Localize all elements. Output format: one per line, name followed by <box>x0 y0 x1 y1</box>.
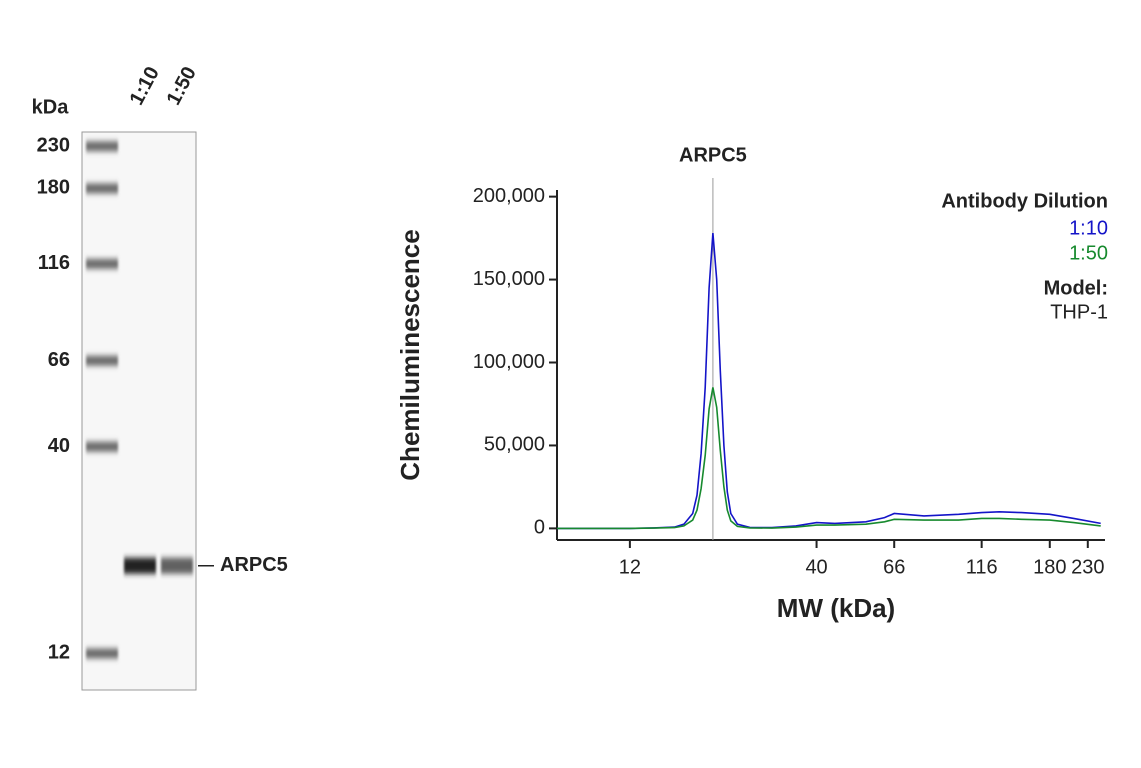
y-axis-label: Chemiluminescence <box>395 229 425 480</box>
x-axis-label: MW (kDa) <box>777 593 895 623</box>
x-tick-label: 40 <box>805 556 827 578</box>
marker-label: 12 <box>48 642 70 664</box>
model-label: Model: <box>1044 277 1108 299</box>
ladder-band <box>86 141 118 152</box>
gel-frame <box>81 131 197 691</box>
y-tick-label: 150,000 <box>473 268 545 290</box>
model: THP-1 <box>1050 301 1108 323</box>
x-tick-label: 66 <box>883 556 905 578</box>
ladder-band <box>86 441 118 452</box>
x-tick-label: 12 <box>619 556 641 578</box>
band <box>161 557 193 574</box>
ladder-band <box>86 355 118 366</box>
x-tick-label: 180 <box>1033 556 1066 578</box>
marker-label: 66 <box>48 349 70 371</box>
x-tick-label: 230 <box>1071 556 1104 578</box>
y-tick-label: 0 <box>534 517 545 539</box>
gel-axis-label: kDa <box>32 96 70 118</box>
y-tick-label: 100,000 <box>473 351 545 373</box>
legend-title: Antibody Dilution <box>941 190 1108 212</box>
marker-label: 40 <box>48 435 70 457</box>
marker-label: 230 <box>37 135 70 157</box>
series-line <box>557 387 1101 530</box>
ladder-band <box>86 648 118 659</box>
legend-entry: 1:10 <box>1069 217 1108 239</box>
marker-label: 116 <box>38 252 70 274</box>
lane-label: 1:50 <box>163 63 201 109</box>
lane-label: 1:10 <box>126 63 164 109</box>
x-tick-label: 116 <box>966 556 998 578</box>
band-label: ARPC5 <box>220 554 288 576</box>
ladder-band <box>86 258 118 269</box>
ladder-band <box>86 183 118 194</box>
y-tick-label: 200,000 <box>473 185 545 207</box>
legend-entry: 1:50 <box>1069 242 1108 264</box>
annotation-label: ARPC5 <box>679 144 747 166</box>
y-tick-label: 50,000 <box>484 434 545 456</box>
marker-label: 180 <box>37 177 70 199</box>
band <box>124 557 156 574</box>
series-line <box>557 233 1101 530</box>
